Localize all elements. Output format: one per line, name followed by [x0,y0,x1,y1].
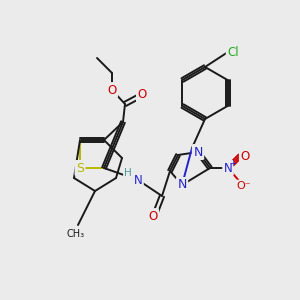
Text: S: S [76,161,84,175]
Text: CH₃: CH₃ [67,229,85,239]
Text: O: O [240,149,250,163]
Text: N: N [193,146,203,158]
Text: N: N [134,173,142,187]
Text: H: H [124,168,132,178]
Text: N: N [224,161,232,175]
Text: +: + [230,158,236,167]
Text: N: N [177,178,187,191]
Text: O: O [107,83,117,97]
Text: O: O [148,209,158,223]
Text: Cl: Cl [227,46,239,59]
Text: O: O [137,88,147,101]
Text: O⁻: O⁻ [237,181,251,191]
